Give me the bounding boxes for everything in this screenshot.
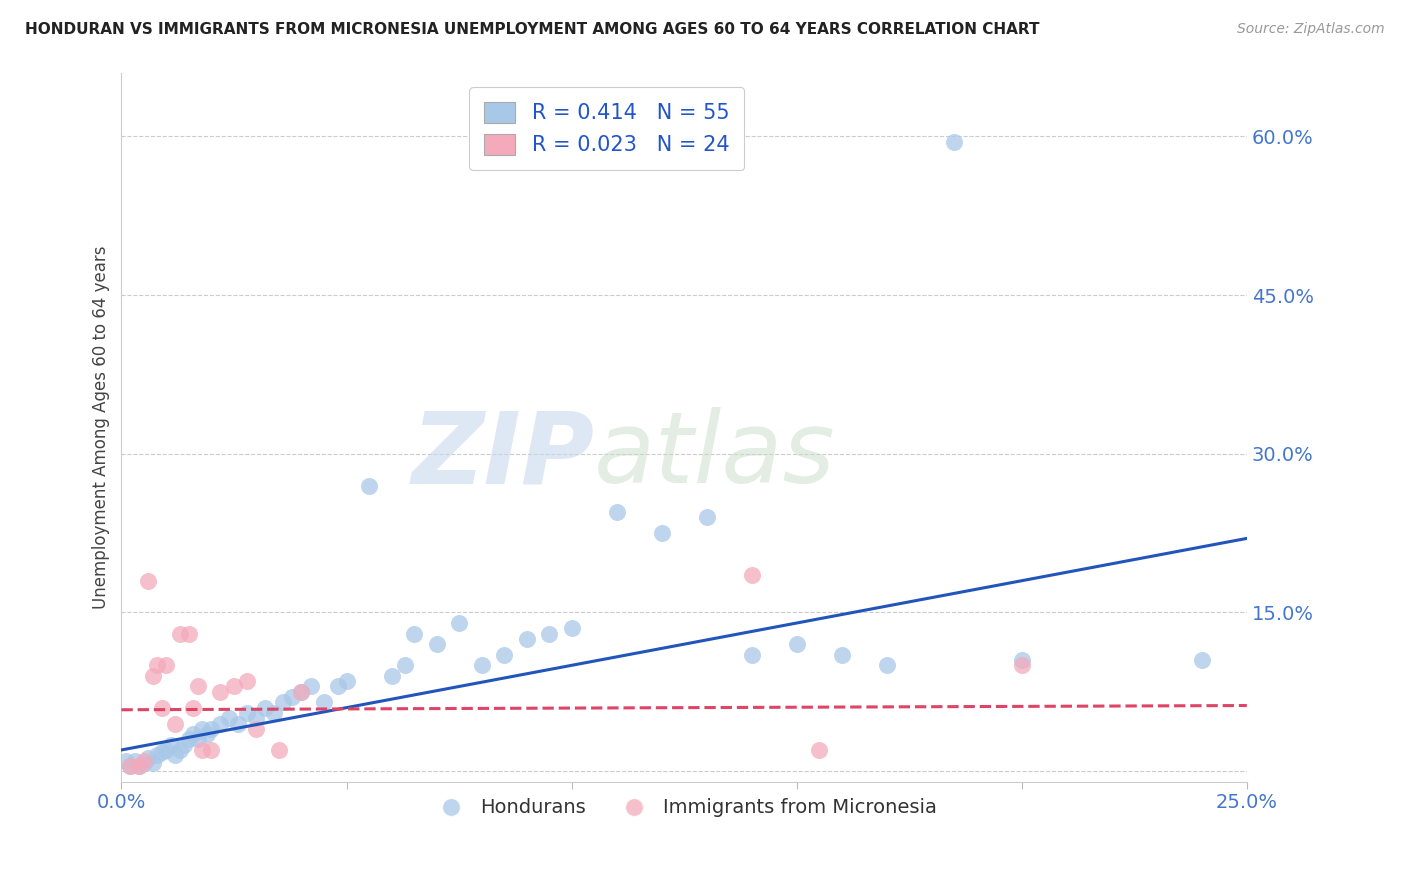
Point [290, 685, 312, 699]
Point [943, 135, 966, 149]
Point [1011, 658, 1033, 673]
Point [741, 648, 763, 662]
Point [165, 716, 187, 731]
Text: Source: ZipAtlas.com: Source: ZipAtlas.com [1237, 22, 1385, 37]
Point [173, 738, 195, 752]
Point [195, 727, 218, 741]
Point [187, 680, 209, 694]
Point [538, 626, 561, 640]
Point [326, 680, 349, 694]
Point [1011, 653, 1033, 667]
Point [425, 637, 447, 651]
Point [155, 743, 177, 757]
Point [447, 615, 470, 630]
Point [1191, 653, 1213, 667]
Point [312, 695, 335, 709]
Point [741, 568, 763, 582]
Text: atlas: atlas [595, 407, 835, 504]
Point [254, 700, 277, 714]
Point [177, 626, 200, 640]
Point [124, 754, 146, 768]
Point [200, 743, 222, 757]
Point [187, 732, 209, 747]
Point [165, 748, 187, 763]
Point [209, 716, 232, 731]
Point [394, 658, 416, 673]
Point [150, 745, 173, 759]
Point [290, 685, 312, 699]
Point [380, 669, 402, 683]
Point [606, 505, 628, 519]
Point [146, 658, 169, 673]
Point [222, 680, 245, 694]
Point [876, 658, 898, 673]
Text: HONDURAN VS IMMIGRANTS FROM MICRONESIA UNEMPLOYMENT AMONG AGES 60 TO 64 YEARS CO: HONDURAN VS IMMIGRANTS FROM MICRONESIA U… [25, 22, 1040, 37]
Point [402, 626, 425, 640]
Text: ZIP: ZIP [411, 407, 595, 504]
Point [245, 722, 267, 736]
Point [494, 648, 516, 662]
Point [115, 754, 138, 768]
Point [191, 743, 214, 757]
Point [138, 574, 160, 588]
Point [281, 690, 304, 704]
Point [471, 658, 494, 673]
Point [357, 478, 380, 492]
Point [138, 751, 160, 765]
Point [786, 637, 808, 651]
Point [218, 711, 240, 725]
Point [228, 716, 250, 731]
Point [128, 759, 150, 773]
Point [142, 669, 165, 683]
Point [142, 756, 165, 770]
Point [831, 648, 853, 662]
Point [183, 700, 205, 714]
Point [191, 722, 214, 736]
Point [155, 658, 177, 673]
Point [561, 621, 583, 635]
Point [696, 510, 718, 524]
Point [128, 759, 150, 773]
Point [183, 727, 205, 741]
Point [150, 700, 173, 714]
Legend: Hondurans, Immigrants from Micronesia: Hondurans, Immigrants from Micronesia [423, 790, 945, 825]
Point [132, 756, 155, 770]
Point [236, 706, 259, 720]
Point [209, 685, 232, 699]
Point [160, 738, 183, 752]
Point [146, 748, 169, 763]
Point [169, 743, 191, 757]
Point [299, 680, 322, 694]
Point [177, 732, 200, 747]
Point [651, 526, 673, 541]
Point [120, 759, 142, 773]
Point [245, 711, 267, 725]
Point [273, 695, 295, 709]
Point [335, 674, 357, 689]
Point [516, 632, 538, 646]
Y-axis label: Unemployment Among Ages 60 to 64 years: Unemployment Among Ages 60 to 64 years [93, 245, 110, 609]
Point [132, 754, 155, 768]
Point [263, 706, 285, 720]
Point [169, 626, 191, 640]
Point [236, 674, 259, 689]
Point [120, 759, 142, 773]
Point [267, 743, 290, 757]
Point [808, 743, 831, 757]
Point [200, 722, 222, 736]
